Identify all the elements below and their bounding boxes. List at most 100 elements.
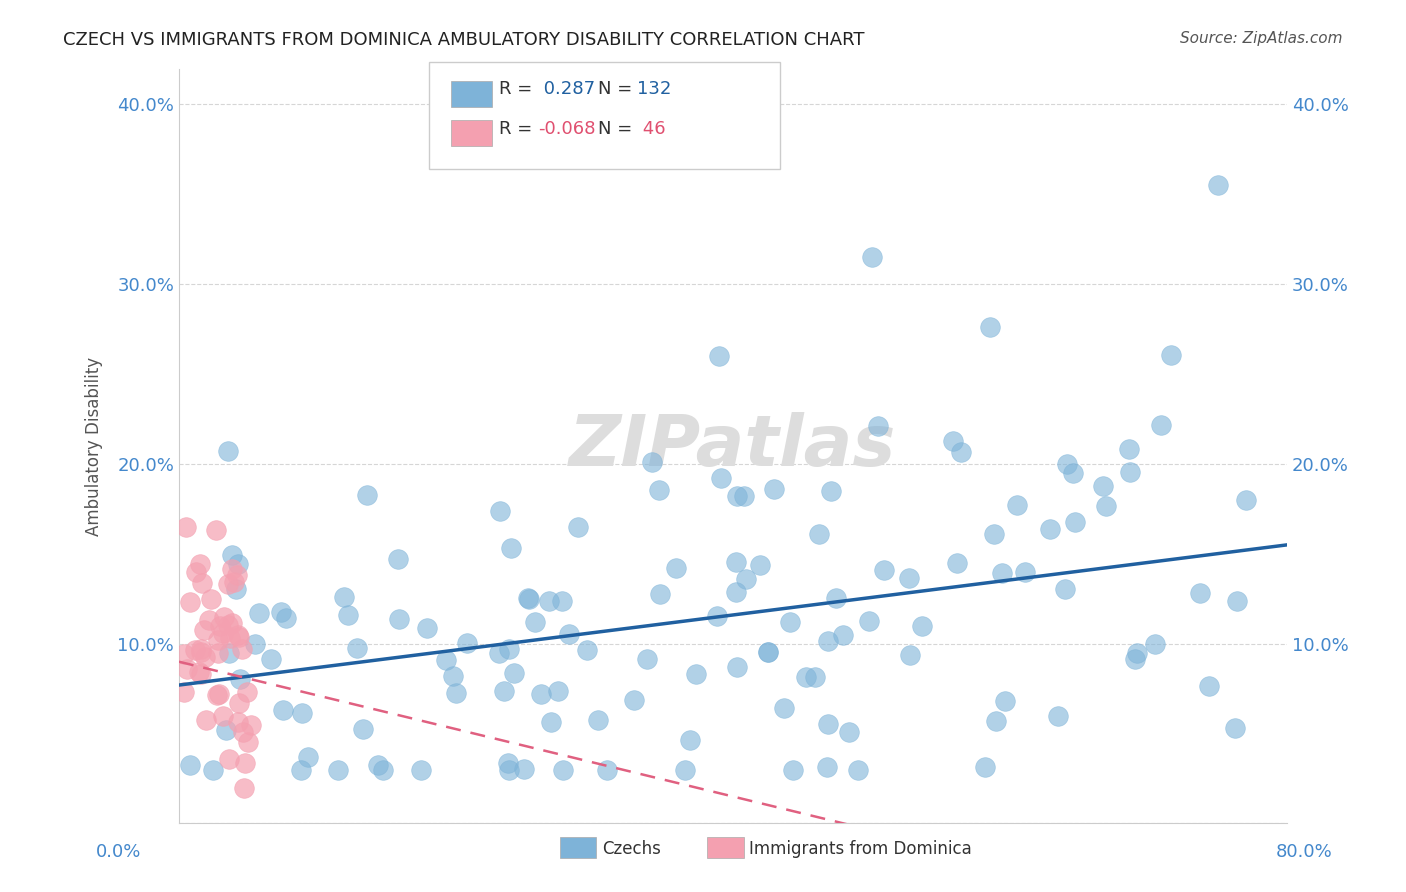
Point bbox=[173, 685, 195, 699]
Point bbox=[194, 713, 217, 727]
Point bbox=[276, 610, 298, 624]
Text: Czechs: Czechs bbox=[602, 840, 661, 858]
Point bbox=[1056, 457, 1078, 471]
Point bbox=[1119, 465, 1142, 479]
Point bbox=[586, 713, 609, 727]
Point bbox=[1234, 493, 1257, 508]
Point bbox=[219, 632, 242, 646]
Point bbox=[333, 591, 356, 605]
Point bbox=[868, 419, 890, 434]
Point bbox=[1188, 586, 1211, 600]
Point bbox=[1039, 523, 1062, 537]
Point bbox=[623, 693, 645, 707]
Point bbox=[225, 582, 247, 596]
Point bbox=[179, 595, 201, 609]
Point bbox=[1064, 516, 1087, 530]
Text: CZECH VS IMMIGRANTS FROM DOMINICA AMBULATORY DISABILITY CORRELATION CHART: CZECH VS IMMIGRANTS FROM DOMINICA AMBULA… bbox=[63, 31, 865, 49]
Point bbox=[200, 591, 222, 606]
Point bbox=[1160, 348, 1182, 362]
Point bbox=[243, 637, 266, 651]
Point bbox=[524, 615, 547, 629]
Point bbox=[1126, 646, 1149, 660]
Point bbox=[224, 575, 246, 590]
Point bbox=[530, 688, 553, 702]
Point bbox=[756, 645, 779, 659]
Point bbox=[1150, 418, 1173, 433]
Point bbox=[498, 641, 520, 656]
Point bbox=[441, 669, 464, 683]
Point bbox=[641, 455, 664, 469]
Point bbox=[1062, 466, 1084, 480]
Point bbox=[994, 694, 1017, 708]
Point bbox=[217, 576, 239, 591]
Point bbox=[208, 686, 231, 700]
Text: 46: 46 bbox=[637, 120, 665, 137]
Point bbox=[734, 573, 756, 587]
Point bbox=[946, 556, 969, 570]
Point bbox=[367, 757, 389, 772]
Point bbox=[328, 763, 350, 777]
Point bbox=[650, 587, 672, 601]
Point bbox=[540, 714, 562, 729]
Point bbox=[898, 648, 921, 662]
Point bbox=[551, 594, 574, 608]
Point bbox=[1047, 708, 1070, 723]
Point bbox=[1005, 498, 1028, 512]
Point bbox=[193, 624, 215, 638]
Point bbox=[858, 615, 880, 629]
Point bbox=[733, 489, 755, 503]
Point bbox=[513, 762, 536, 776]
Point bbox=[231, 641, 253, 656]
Point bbox=[221, 562, 243, 576]
Point bbox=[226, 628, 249, 642]
Point bbox=[575, 643, 598, 657]
Point bbox=[207, 646, 229, 660]
Point bbox=[217, 444, 239, 458]
Point bbox=[346, 640, 368, 655]
Text: N =: N = bbox=[598, 79, 637, 97]
Point bbox=[707, 349, 730, 363]
Point bbox=[233, 780, 256, 795]
Point bbox=[202, 763, 225, 777]
Point bbox=[779, 615, 801, 630]
Point bbox=[808, 527, 831, 541]
Point bbox=[218, 752, 240, 766]
Point bbox=[502, 666, 524, 681]
Point bbox=[537, 594, 560, 608]
Text: ZIPatlas: ZIPatlas bbox=[569, 411, 897, 481]
Point bbox=[228, 696, 250, 710]
Point bbox=[974, 759, 997, 773]
Point bbox=[236, 684, 259, 698]
Point bbox=[984, 714, 1007, 728]
Point bbox=[1094, 499, 1116, 513]
Point bbox=[291, 706, 314, 720]
Point bbox=[190, 666, 212, 681]
Point bbox=[356, 487, 378, 501]
Point bbox=[825, 591, 848, 605]
Y-axis label: Ambulatory Disability: Ambulatory Disability bbox=[86, 357, 103, 535]
Point bbox=[724, 584, 747, 599]
Point bbox=[725, 489, 748, 503]
Point bbox=[991, 566, 1014, 580]
Point bbox=[271, 703, 294, 717]
Point bbox=[1014, 565, 1036, 579]
Point bbox=[194, 650, 217, 665]
Point bbox=[1118, 442, 1140, 456]
Point bbox=[233, 756, 256, 770]
Point bbox=[260, 652, 283, 666]
Point bbox=[942, 434, 965, 449]
Point bbox=[1123, 652, 1146, 666]
Point bbox=[636, 652, 658, 666]
Point bbox=[204, 524, 226, 538]
Point bbox=[679, 732, 702, 747]
Point bbox=[979, 319, 1001, 334]
Point bbox=[949, 444, 972, 458]
Point bbox=[724, 555, 747, 569]
Point bbox=[188, 665, 211, 679]
Point bbox=[983, 526, 1005, 541]
Point bbox=[860, 250, 883, 264]
Point bbox=[232, 725, 254, 739]
Point bbox=[184, 565, 207, 579]
Point bbox=[229, 673, 252, 687]
Point bbox=[1091, 478, 1114, 492]
